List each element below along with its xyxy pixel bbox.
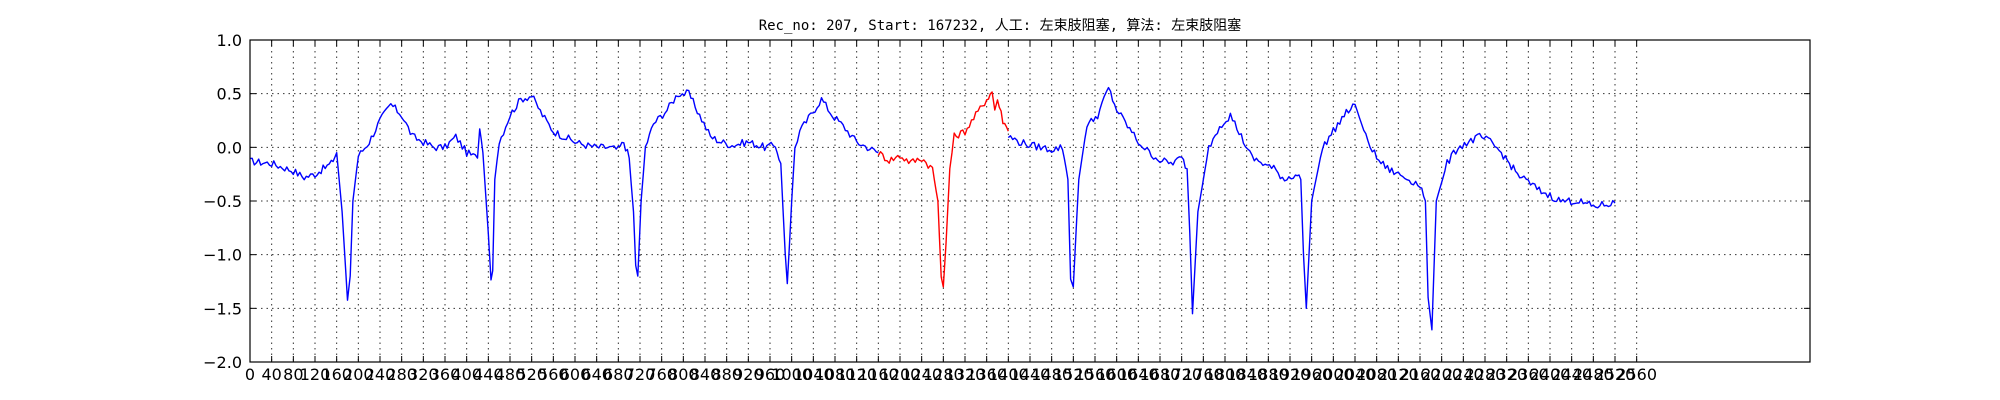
x-tick-label: 960 bbox=[755, 365, 786, 384]
x-tick-label: 1320 bbox=[945, 365, 986, 384]
x-tick-label: 760 bbox=[646, 365, 677, 384]
x-tick-label: 840 bbox=[690, 365, 721, 384]
x-tick-label: 1480 bbox=[1031, 365, 1072, 384]
x-tick-label: 2080 bbox=[1356, 365, 1397, 384]
ecg-signal-line bbox=[1007, 86, 1616, 331]
x-tick-label: 120 bbox=[300, 365, 331, 384]
x-tick-label: 1760 bbox=[1183, 365, 1224, 384]
x-tick-label: 640 bbox=[581, 365, 612, 384]
x-tick-label: 800 bbox=[668, 365, 699, 384]
x-tick-label: 1560 bbox=[1075, 365, 1116, 384]
x-tick-label: 2520 bbox=[1595, 365, 1636, 384]
x-tick-label: 440 bbox=[473, 365, 504, 384]
x-tick-label: 2160 bbox=[1400, 365, 1441, 384]
y-tick-label: −1.0 bbox=[203, 246, 242, 265]
ecg-signal-line bbox=[249, 89, 879, 301]
x-tick-label: 560 bbox=[538, 365, 569, 384]
x-tick-label: 680 bbox=[603, 365, 634, 384]
x-tick-label: 1920 bbox=[1270, 365, 1311, 384]
x-tick-label: 2040 bbox=[1335, 365, 1376, 384]
x-tick-label: 200 bbox=[343, 365, 374, 384]
x-tick-label: 920 bbox=[733, 365, 764, 384]
x-tick-label: 720 bbox=[625, 365, 656, 384]
y-tick-label: −2.0 bbox=[203, 353, 242, 372]
x-tick-label: 1880 bbox=[1248, 365, 1289, 384]
x-tick-label: 40 bbox=[261, 365, 281, 384]
x-tick-label: 1120 bbox=[836, 365, 877, 384]
x-tick-label: 2440 bbox=[1551, 365, 1592, 384]
x-tick-label: 520 bbox=[516, 365, 547, 384]
x-tick-label: 1640 bbox=[1118, 365, 1159, 384]
x-tick-label: 1080 bbox=[815, 365, 856, 384]
chart-title: Rec_no: 207, Start: 167232, 人工: 左束肢阻塞, 算… bbox=[759, 17, 1242, 34]
x-tick-label: 2280 bbox=[1465, 365, 1506, 384]
x-tick-label: 1400 bbox=[988, 365, 1029, 384]
x-tick-label: 1720 bbox=[1161, 365, 1202, 384]
x-tick-label: 2240 bbox=[1443, 365, 1484, 384]
y-tick-label: −1.5 bbox=[203, 299, 242, 318]
x-tick-label: 880 bbox=[711, 365, 742, 384]
x-tick-label: 2000 bbox=[1313, 365, 1354, 384]
x-tick-label: 320 bbox=[408, 365, 439, 384]
x-tick-label: 1200 bbox=[880, 365, 921, 384]
y-tick-label: 0.5 bbox=[217, 85, 242, 104]
x-tick-label: 2120 bbox=[1378, 365, 1419, 384]
x-tick-label: 1040 bbox=[793, 365, 834, 384]
x-tick-label: 2360 bbox=[1508, 365, 1549, 384]
signal-series bbox=[249, 86, 1616, 331]
x-tick-label: 1160 bbox=[858, 365, 899, 384]
x-tick-label: 2320 bbox=[1486, 365, 1527, 384]
y-tick-label: 0.0 bbox=[217, 138, 242, 157]
x-tick-label: 1960 bbox=[1291, 365, 1332, 384]
y-tick-label: −0.5 bbox=[203, 192, 242, 211]
x-tick-label: 1800 bbox=[1205, 365, 1246, 384]
x-tick-label: 1600 bbox=[1096, 365, 1137, 384]
x-tick-label: 1000 bbox=[771, 365, 812, 384]
x-tick-label: 1520 bbox=[1053, 365, 1094, 384]
x-tick-label: 1280 bbox=[923, 365, 964, 384]
x-tick-label: 2200 bbox=[1421, 365, 1462, 384]
x-tick-label: 0 bbox=[245, 365, 255, 384]
x-tick-label: 480 bbox=[495, 365, 526, 384]
x-tick-label: 1440 bbox=[1010, 365, 1051, 384]
x-tick-label: 2400 bbox=[1530, 365, 1571, 384]
x-tick-label: 600 bbox=[560, 365, 591, 384]
x-tick-label: 360 bbox=[430, 365, 461, 384]
x-tick-label: 1840 bbox=[1226, 365, 1267, 384]
x-tick-label: 1360 bbox=[966, 365, 1007, 384]
highlighted-beat-line bbox=[877, 91, 1009, 288]
x-tick-label: 160 bbox=[321, 365, 352, 384]
x-tick-label: 240 bbox=[365, 365, 396, 384]
x-tick-label: 80 bbox=[283, 365, 303, 384]
axis-ticks: −2.0−1.5−1.0−0.50.00.51.00 40 801201602002… bbox=[203, 31, 1810, 384]
x-tick-label: 1680 bbox=[1140, 365, 1181, 384]
x-tick-label: 280 bbox=[386, 365, 417, 384]
x-tick-label: 2480 bbox=[1573, 365, 1614, 384]
x-tick-label: 1240 bbox=[901, 365, 942, 384]
y-tick-label: 1.0 bbox=[217, 31, 242, 50]
x-tick-label: 400 bbox=[451, 365, 482, 384]
x-tick-label: 2560 bbox=[1616, 365, 1657, 384]
